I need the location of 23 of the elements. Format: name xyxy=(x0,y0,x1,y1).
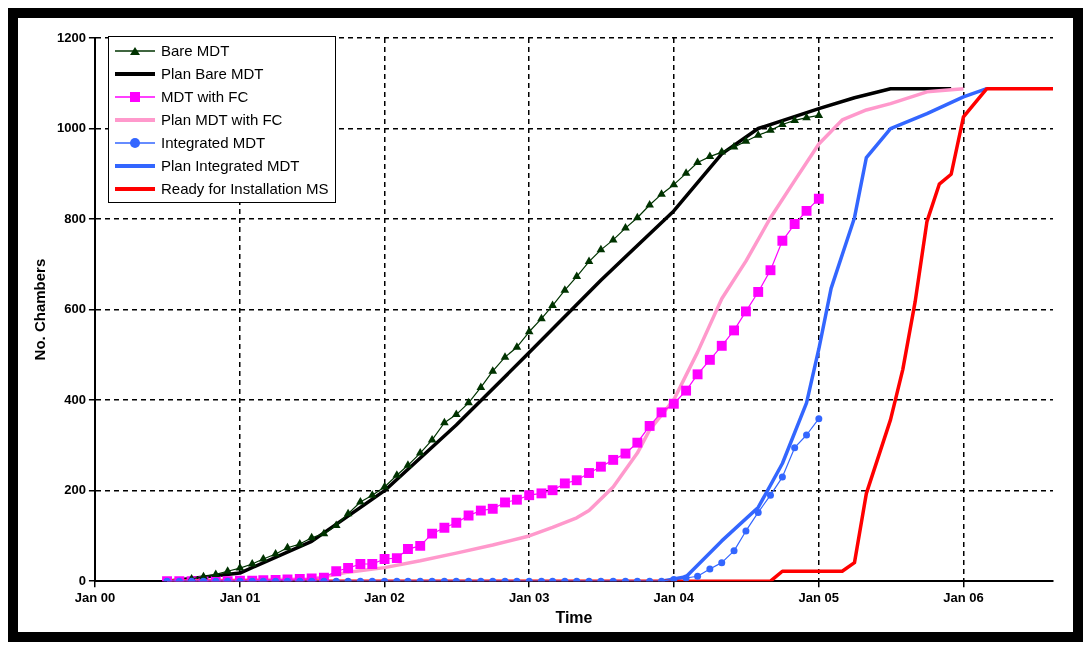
x-axis-title: Time xyxy=(555,608,593,626)
x-tick-label: Jan 03 xyxy=(508,589,550,605)
y-tick-label: 600 xyxy=(64,301,86,317)
legend-label: Plan MDT with FC xyxy=(161,110,283,130)
legend-label: Ready for Installation MS xyxy=(161,179,329,199)
x-tick-label: Jan 04 xyxy=(653,589,695,605)
x-tick-label: Jan 06 xyxy=(943,589,984,605)
y-tick-label: 400 xyxy=(64,391,86,407)
legend-label: Integrated MDT xyxy=(161,133,266,153)
x-tick-label: Jan 02 xyxy=(364,589,405,605)
x-tick-label: Jan 00 xyxy=(74,589,116,605)
legend-label: MDT with FC xyxy=(161,87,249,107)
x-tick-label: Jan 01 xyxy=(219,589,261,605)
legend-label: Bare MDT xyxy=(161,41,230,61)
y-tick-label: 200 xyxy=(64,482,86,498)
y-tick-label: 1000 xyxy=(57,120,86,136)
y-axis-title: No. Chambers xyxy=(31,258,49,361)
legend-label: Plan Integrated MDT xyxy=(161,156,300,176)
x-tick-label: Jan 05 xyxy=(798,589,840,605)
y-tick-label: 0 xyxy=(78,572,86,588)
legend-label: Plan Bare MDT xyxy=(161,64,264,84)
y-tick-label: 800 xyxy=(64,210,86,226)
y-tick-label: 1200 xyxy=(57,29,86,45)
